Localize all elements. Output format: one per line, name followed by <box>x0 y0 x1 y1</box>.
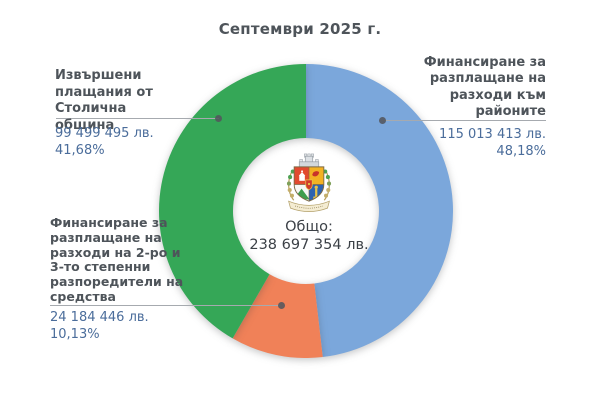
total-label: Общо: <box>285 219 333 235</box>
slice-percent: 41,68% <box>55 142 105 158</box>
total-value: 238 697 354 лв. <box>249 236 369 253</box>
slice-label-green: Извършени плащания от Столична община <box>55 68 153 133</box>
donut-center-label: Общо: 238 697 354 лв. <box>233 153 385 254</box>
motto-ribbon-icon <box>288 200 330 212</box>
connector-dot-green <box>215 115 222 122</box>
slice-percent: 10,13% <box>50 326 100 342</box>
slice-values-blue: 115 013 413 лв. 48,18% <box>408 127 546 161</box>
connector-line-orange <box>50 305 281 306</box>
donut-slice-2[interactable] <box>158 64 306 339</box>
donut-slice-0[interactable] <box>306 64 453 358</box>
slice-values-green: 99 499 495 лв. 41,68% <box>55 126 154 160</box>
slice-label-blue: Финансиране за разплащане на разходи към… <box>423 55 546 120</box>
donut-slice-1[interactable] <box>232 274 323 358</box>
slice-label-orange: Финансиране за разплащане на разходи на … <box>50 215 184 305</box>
connector-dot-orange <box>278 302 285 309</box>
connector-line-green <box>56 118 219 119</box>
mural-crown-icon <box>298 153 320 168</box>
slice-value: 115 013 413 лв. <box>439 127 546 142</box>
laurel-branches-icon <box>286 169 332 201</box>
slice-value: 24 184 446 лв. <box>50 310 149 325</box>
slice-values-orange: 24 184 446 лв. 10,13% <box>50 310 149 344</box>
shield-icon <box>293 166 325 202</box>
slice-percent: 48,18% <box>496 143 546 159</box>
connector-line-blue <box>382 120 546 121</box>
chart-title: Септември 2025 г. <box>218 20 382 38</box>
connector-dot-blue <box>379 117 386 124</box>
sofia-coat-of-arms-icon <box>286 153 332 212</box>
slice-value: 99 499 495 лв. <box>55 126 154 141</box>
